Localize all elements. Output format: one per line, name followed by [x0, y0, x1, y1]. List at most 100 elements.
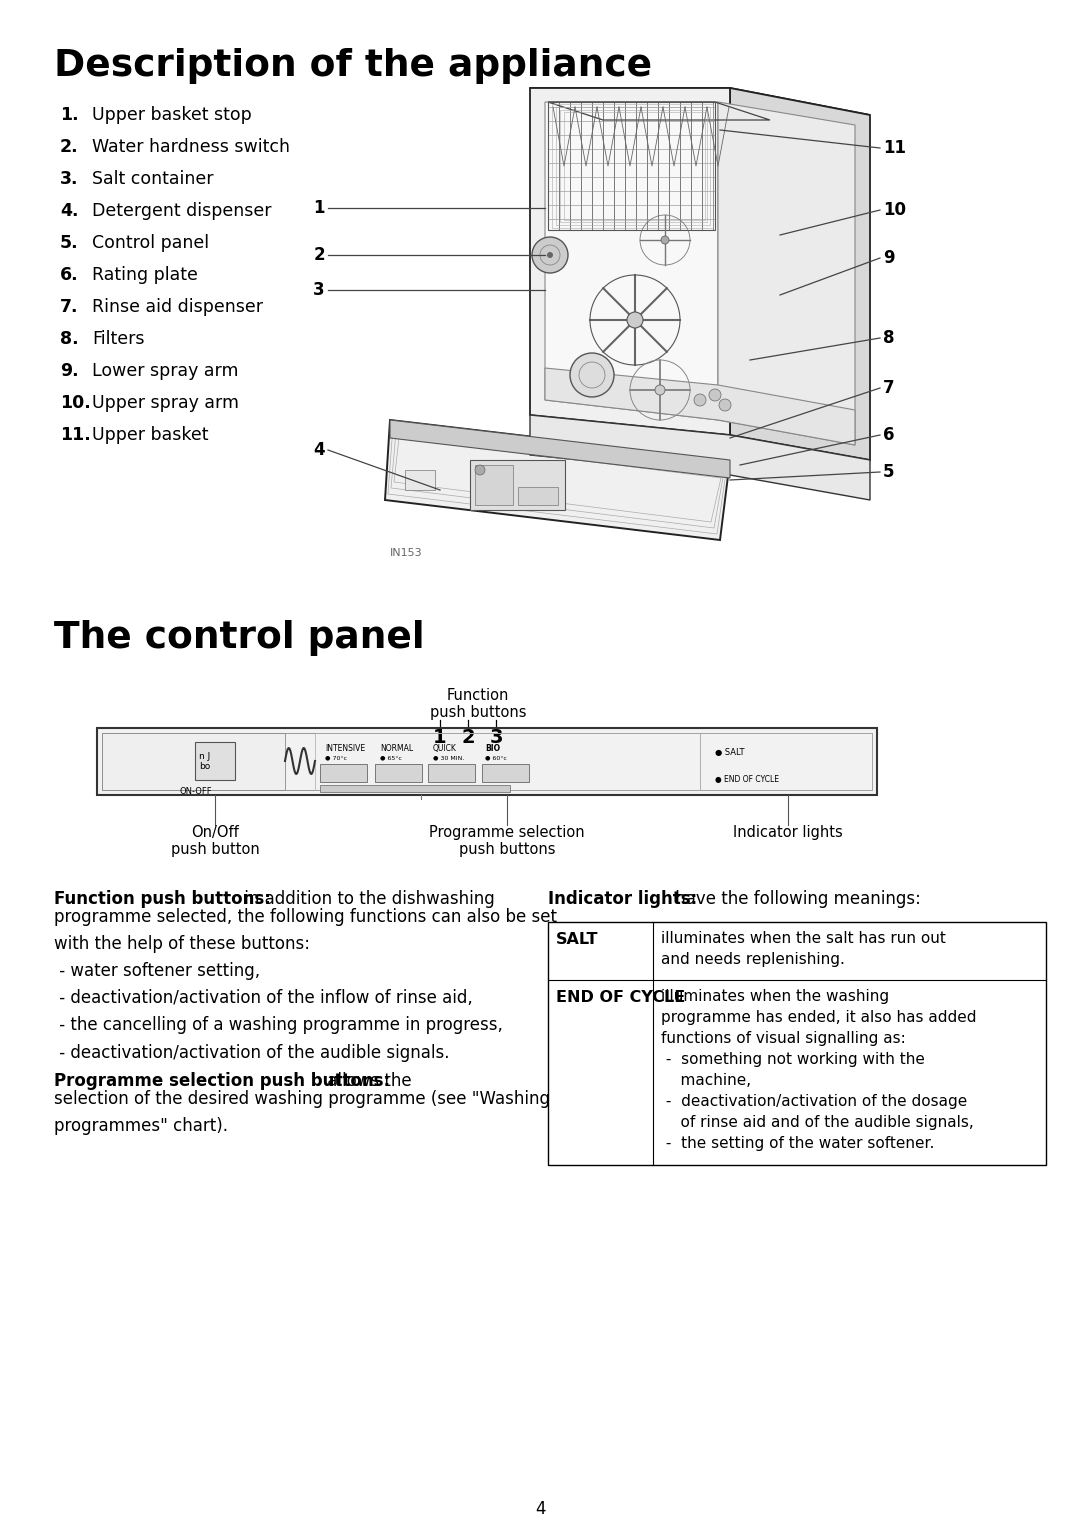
Text: ● END OF CYCLE: ● END OF CYCLE: [715, 775, 779, 784]
Text: Water hardness switch: Water hardness switch: [92, 137, 291, 156]
Polygon shape: [384, 420, 730, 540]
Bar: [428, 765, 475, 781]
Bar: [320, 765, 367, 781]
Polygon shape: [390, 420, 730, 478]
Text: 6: 6: [883, 426, 894, 444]
Text: Indicator lights:: Indicator lights:: [548, 890, 698, 908]
Text: Filters: Filters: [92, 330, 145, 348]
Text: Indicator lights: Indicator lights: [733, 826, 842, 839]
Text: ● 60°c: ● 60°c: [485, 755, 507, 760]
Polygon shape: [718, 102, 855, 446]
Text: Rating plate: Rating plate: [92, 266, 198, 284]
Text: 9.: 9.: [60, 362, 79, 380]
Text: 11.: 11.: [60, 426, 91, 444]
Text: NORMAL: NORMAL: [380, 745, 414, 752]
Text: QUICK: QUICK: [433, 745, 457, 752]
Text: have the following meanings:: have the following meanings:: [670, 890, 921, 908]
Text: Upper basket: Upper basket: [92, 426, 208, 444]
Circle shape: [694, 394, 706, 406]
Text: Description of the appliance: Description of the appliance: [54, 47, 652, 84]
Polygon shape: [530, 415, 870, 501]
Polygon shape: [545, 368, 855, 446]
Text: END OF CYCLE: END OF CYCLE: [556, 990, 685, 1006]
Text: The control panel: The control panel: [54, 620, 424, 656]
Text: IN153: IN153: [390, 548, 422, 559]
Text: 4: 4: [535, 1500, 545, 1518]
Circle shape: [627, 311, 643, 328]
Text: 4: 4: [313, 441, 325, 459]
Text: 8: 8: [883, 330, 894, 346]
Bar: [482, 765, 529, 781]
Text: 10.: 10.: [60, 394, 91, 412]
Bar: [700, 732, 872, 790]
Text: 2: 2: [461, 728, 475, 748]
Text: 1.: 1.: [60, 105, 79, 124]
Text: Rinse aid dispenser: Rinse aid dispenser: [92, 298, 264, 316]
Circle shape: [570, 353, 615, 397]
Text: ON-OFF: ON-OFF: [180, 787, 213, 797]
Text: ● SALT: ● SALT: [715, 748, 744, 757]
Text: 10: 10: [883, 201, 906, 220]
Text: 3: 3: [313, 281, 325, 299]
Text: BIO: BIO: [485, 745, 500, 752]
Text: Function
push buttons: Function push buttons: [430, 688, 526, 720]
Bar: [475, 465, 513, 505]
Text: n J
bo: n J bo: [199, 752, 211, 772]
Text: 5: 5: [883, 462, 894, 481]
Bar: [97, 728, 877, 795]
Polygon shape: [545, 102, 718, 420]
Text: 2: 2: [313, 246, 325, 264]
Text: allows the: allows the: [322, 1071, 411, 1090]
Bar: [195, 742, 235, 780]
Text: programme selected, the following functions can also be set
with the help of the: programme selected, the following functi…: [54, 908, 557, 1062]
Circle shape: [475, 465, 485, 475]
Text: ● 70°c: ● 70°c: [325, 755, 347, 760]
Text: 1: 1: [433, 728, 447, 748]
Text: 7.: 7.: [60, 298, 79, 316]
Text: Lower spray arm: Lower spray arm: [92, 362, 239, 380]
Text: 3.: 3.: [60, 169, 79, 188]
Circle shape: [532, 237, 568, 273]
Text: ● 65°c: ● 65°c: [380, 755, 402, 760]
Text: 5.: 5.: [60, 233, 79, 252]
Text: 3: 3: [489, 728, 503, 748]
Text: illuminates when the washing
programme has ended, it also has added
functions of: illuminates when the washing programme h…: [661, 989, 976, 1151]
Text: 6.: 6.: [60, 266, 79, 284]
Text: SALT: SALT: [556, 932, 598, 948]
Text: 11: 11: [883, 139, 906, 157]
Bar: [320, 784, 510, 792]
Bar: [548, 922, 1047, 1164]
Text: On/Off
push button: On/Off push button: [171, 826, 259, 858]
Text: Control panel: Control panel: [92, 233, 210, 252]
Text: selection of the desired washing programme (see "Washing
programmes" chart).: selection of the desired washing program…: [54, 1090, 550, 1135]
Text: 8.: 8.: [60, 330, 79, 348]
Text: Programme selection
push buttons: Programme selection push buttons: [429, 826, 584, 858]
Text: Function push buttons:: Function push buttons:: [54, 890, 271, 908]
Text: Upper spray arm: Upper spray arm: [92, 394, 239, 412]
Text: in addition to the dishwashing: in addition to the dishwashing: [239, 890, 495, 908]
Text: 7: 7: [883, 378, 894, 397]
Circle shape: [546, 252, 553, 258]
Bar: [102, 732, 872, 790]
Text: INTENSIVE: INTENSIVE: [325, 745, 365, 752]
Text: Salt container: Salt container: [92, 169, 214, 188]
Bar: [470, 459, 565, 510]
Text: 2.: 2.: [60, 137, 79, 156]
Bar: [102, 732, 285, 790]
Bar: [315, 732, 700, 790]
Circle shape: [719, 398, 731, 410]
Polygon shape: [730, 89, 870, 459]
Text: Detergent dispenser: Detergent dispenser: [92, 201, 271, 220]
Bar: [518, 487, 558, 505]
Polygon shape: [530, 89, 730, 435]
Text: ● 30 MIN.: ● 30 MIN.: [433, 755, 464, 760]
Text: 9: 9: [883, 249, 894, 267]
Bar: [375, 765, 422, 781]
Circle shape: [661, 237, 669, 244]
Bar: [405, 470, 435, 490]
Text: illuminates when the salt has run out
and needs replenishing.: illuminates when the salt has run out an…: [661, 931, 946, 967]
Circle shape: [708, 389, 721, 401]
Text: Upper basket stop: Upper basket stop: [92, 105, 252, 124]
Polygon shape: [530, 89, 870, 114]
Circle shape: [654, 385, 665, 395]
